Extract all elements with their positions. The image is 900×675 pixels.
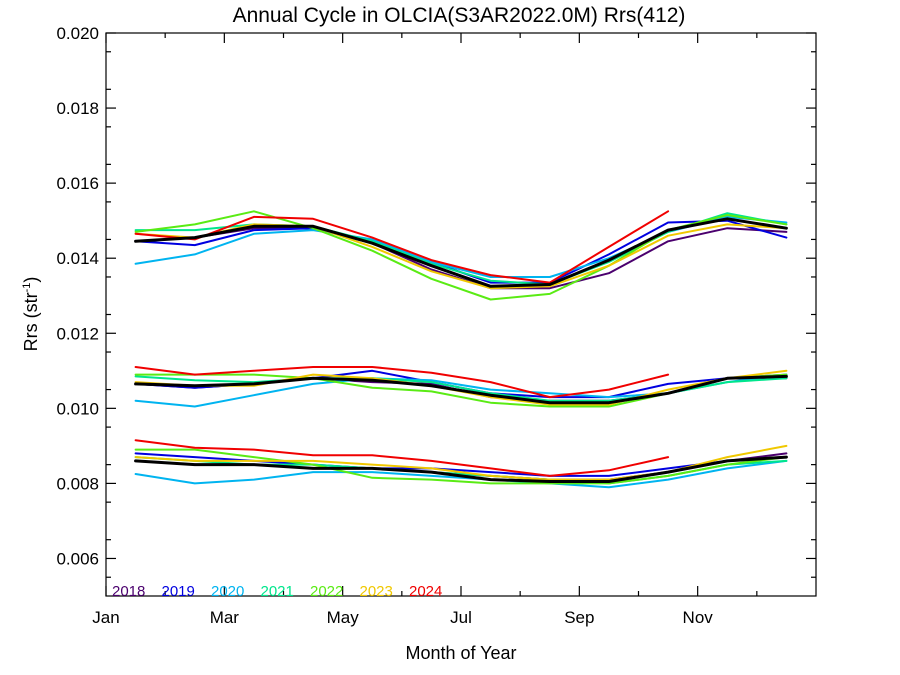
y-tick-label: 0.014	[56, 249, 99, 268]
y-axis-label-superscript: -1	[21, 283, 33, 293]
y-axis-label-close: )	[21, 277, 41, 283]
series-line-2023-upper	[134, 223, 788, 290]
legend-entry-2018: 2018	[112, 583, 145, 600]
legend-entry-2020: 2020	[211, 583, 244, 600]
x-tick-label: Sep	[564, 608, 594, 627]
axis-tick-labels: Jan Mar May Jul Sep Nov 0.006 0.008 0.010 0.012 0.…	[56, 24, 713, 627]
legend-entry-2024: 2024	[409, 583, 442, 600]
x-tick-label: May	[327, 608, 360, 627]
x-tick-label: Jul	[450, 608, 472, 627]
series-line-2020-lower	[134, 459, 788, 489]
mean-line-middle	[134, 374, 788, 405]
legend-entry-2021: 2021	[261, 583, 294, 600]
y-tick-label: 0.012	[56, 324, 99, 343]
y-tick-label: 0.020	[56, 24, 99, 43]
x-tick-label: Mar	[210, 608, 240, 627]
legend: 2018 2019 2020 2021 2022 2023 2024	[112, 583, 442, 600]
x-tick-label: Nov	[683, 608, 714, 627]
plot-frame	[105, 32, 817, 597]
y-tick-label: 0.006	[56, 549, 99, 568]
mean-lines	[134, 217, 788, 483]
legend-entry-2023: 2023	[360, 583, 393, 600]
axis-ticks	[105, 32, 816, 596]
mean-line-upper	[134, 217, 788, 288]
y-axis-label: Rrs (str-1)	[21, 277, 41, 352]
y-tick-label: 0.010	[56, 399, 99, 418]
chart-title: Annual Cycle in OLCIA(S3AR2022.0M) Rrs(4…	[233, 4, 686, 27]
series-line-2024-middle	[134, 366, 670, 399]
y-tick-label: 0.008	[56, 474, 99, 493]
x-tick-label: Jan	[92, 608, 119, 627]
y-tick-label: 0.018	[56, 99, 99, 118]
series-line-2024-lower	[134, 439, 670, 477]
series-line-2022-lower	[134, 448, 788, 485]
legend-entry-2019: 2019	[162, 583, 195, 600]
legend-entry-2022: 2022	[310, 583, 343, 600]
y-tick-label: 0.016	[56, 174, 99, 193]
series-line-2024-upper	[134, 210, 670, 284]
y-axis-label-main: Rrs (str	[21, 292, 41, 351]
x-axis-label: Month of Year	[405, 643, 516, 663]
series-lines	[134, 210, 788, 489]
mean-line-lower	[134, 455, 788, 483]
